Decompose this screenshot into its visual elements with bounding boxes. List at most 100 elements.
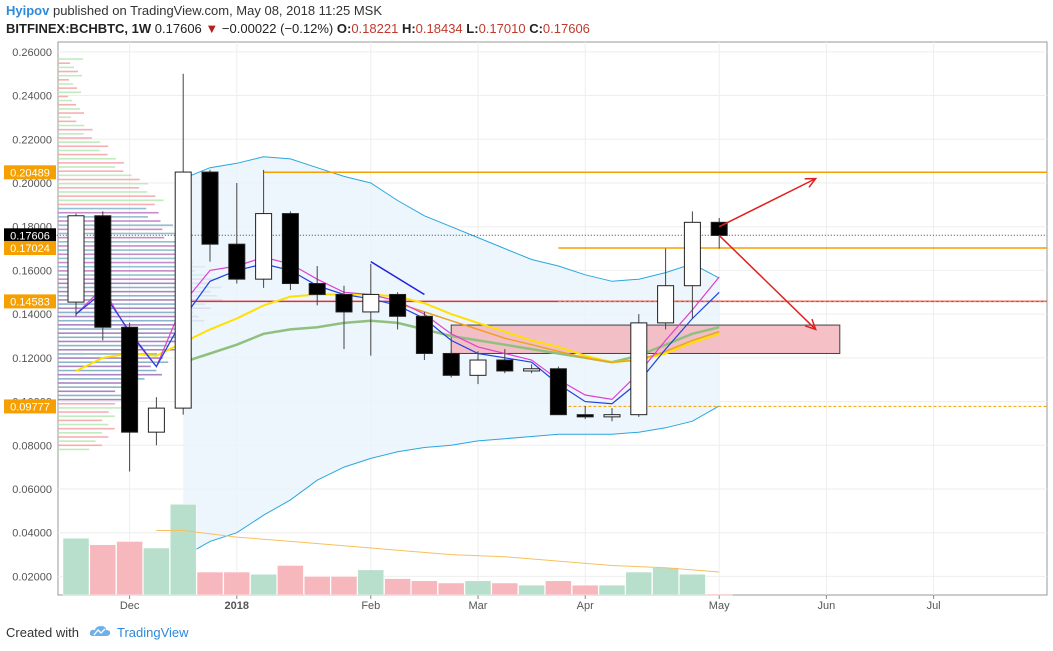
volume-bar (357, 569, 385, 596)
volume-profile-bar (58, 423, 109, 426)
candle (576, 405, 594, 420)
volume-profile-bar (58, 70, 78, 73)
x-tick-label: 2018 (225, 600, 249, 612)
symbol-label[interactable]: BITFINEX:BCHBTC, 1W (6, 21, 152, 36)
chart-header-published: Hyipov published on TradingView.com, May… (6, 3, 382, 18)
author-link[interactable]: Hyipov (6, 3, 50, 18)
candle (415, 311, 433, 361)
volume-profile-bar (58, 224, 173, 226)
candle (255, 169, 273, 288)
price-label: 0.14583 (4, 294, 56, 309)
candle-body (281, 213, 299, 285)
candle (121, 322, 139, 472)
volume-profile-bar (58, 137, 92, 139)
candle-body (228, 243, 246, 280)
created-with-label: Created with (6, 625, 79, 640)
volume-profile-bar (58, 195, 156, 197)
candle (228, 182, 246, 284)
volume-profile-bar (58, 153, 108, 156)
volume-bar (303, 576, 331, 596)
volume-profile-bar (58, 99, 72, 102)
volume-profile-bar (58, 394, 122, 397)
high-label: H: (401, 21, 416, 36)
volume-bar (62, 537, 90, 596)
volume-profile-bar (58, 141, 101, 143)
volume-bar (652, 567, 679, 596)
arrow-head (804, 177, 818, 188)
y-tick-label: 0.12000 (12, 353, 52, 365)
volume-bar (250, 573, 277, 596)
volume-profile-bar (58, 361, 169, 364)
volume-profile-bar (58, 79, 69, 81)
close-label: C: (529, 21, 543, 36)
volume-bar (491, 582, 519, 596)
volume-profile-bar (58, 448, 90, 451)
volume-profile-bar (58, 444, 102, 447)
volume-bar (571, 584, 599, 596)
price-label-bg (4, 241, 56, 256)
ohlc-header: BITFINEX:BCHBTC, 1W 0.17606 ▼ −0.00022 (… (6, 21, 590, 36)
volume-profile-bar (58, 178, 140, 181)
volume-profile-bar (58, 290, 211, 293)
tradingview-logo-icon[interactable] (89, 625, 111, 640)
volume-profile-bar (58, 332, 176, 334)
price-label: 0.20489 (4, 165, 56, 180)
ma-orange-line (397, 302, 720, 363)
volume-profile-bar (58, 95, 68, 98)
volume-profile-bar (58, 427, 115, 430)
volume-profile-bar (58, 187, 140, 189)
bollinger-upper (183, 156, 720, 282)
volume-profile-bar (58, 415, 115, 418)
volume-bar (330, 576, 358, 596)
low-value: 0.17010 (478, 21, 526, 36)
candle-body (335, 293, 353, 313)
volume-bar (223, 571, 251, 596)
volume-profile-bar (58, 407, 122, 409)
candle (308, 266, 326, 306)
volume-profile-bar (58, 419, 103, 422)
volume-bar (545, 580, 572, 596)
candle-body (147, 407, 165, 433)
volume-profile-bar (58, 373, 162, 376)
candle (630, 314, 648, 417)
bollinger-lower (182, 405, 720, 558)
volume-profile-bar (58, 170, 124, 172)
volume-profile-bar (58, 398, 128, 401)
volume-profile-bar (58, 66, 74, 69)
candle-body (362, 293, 380, 313)
x-tick-label: Apr (577, 600, 594, 612)
open-value: 0.18221 (351, 21, 399, 36)
price-label: 0.09777 (4, 399, 56, 414)
volume-profile-bar (58, 203, 155, 206)
high-value: 0.18434 (415, 21, 463, 36)
candle-body (603, 414, 621, 418)
volume-profile-bar (58, 336, 181, 339)
y-tick-label: 0.16000 (12, 265, 52, 277)
candle-body (308, 283, 326, 295)
tradingview-brand-link[interactable]: TradingView (116, 625, 189, 640)
candle (281, 211, 299, 291)
candle (683, 211, 701, 319)
volume-profile-bar (58, 87, 77, 89)
price-change: −0.00022 (−0.12%) (221, 21, 334, 36)
price-label: 0.17606 (4, 228, 56, 243)
footer: Created with TradingView (6, 625, 189, 640)
candle-body (255, 213, 273, 280)
price-label-text: 0.09777 (10, 401, 50, 413)
y-tick-label: 0.24000 (12, 91, 52, 103)
price-label-text: 0.20489 (10, 167, 50, 179)
volume-bar (679, 573, 706, 596)
volume-profile-bar (58, 162, 124, 164)
volume-bar (169, 504, 197, 596)
price-label-bg (4, 294, 56, 309)
price-label-bg (4, 165, 56, 180)
price-label-bg (4, 399, 56, 414)
x-tick-label: Jul (927, 600, 941, 612)
x-tick-label: Jun (818, 600, 836, 612)
volume-profile-bar (58, 369, 157, 372)
candle (469, 351, 487, 385)
candle (523, 364, 541, 374)
x-tick-label: Mar (469, 600, 488, 612)
price-chart[interactable]: 0.260000.240000.220000.200000.180000.160… (0, 0, 1053, 620)
published-text: published on TradingView.com, May 08, 20… (52, 3, 383, 18)
